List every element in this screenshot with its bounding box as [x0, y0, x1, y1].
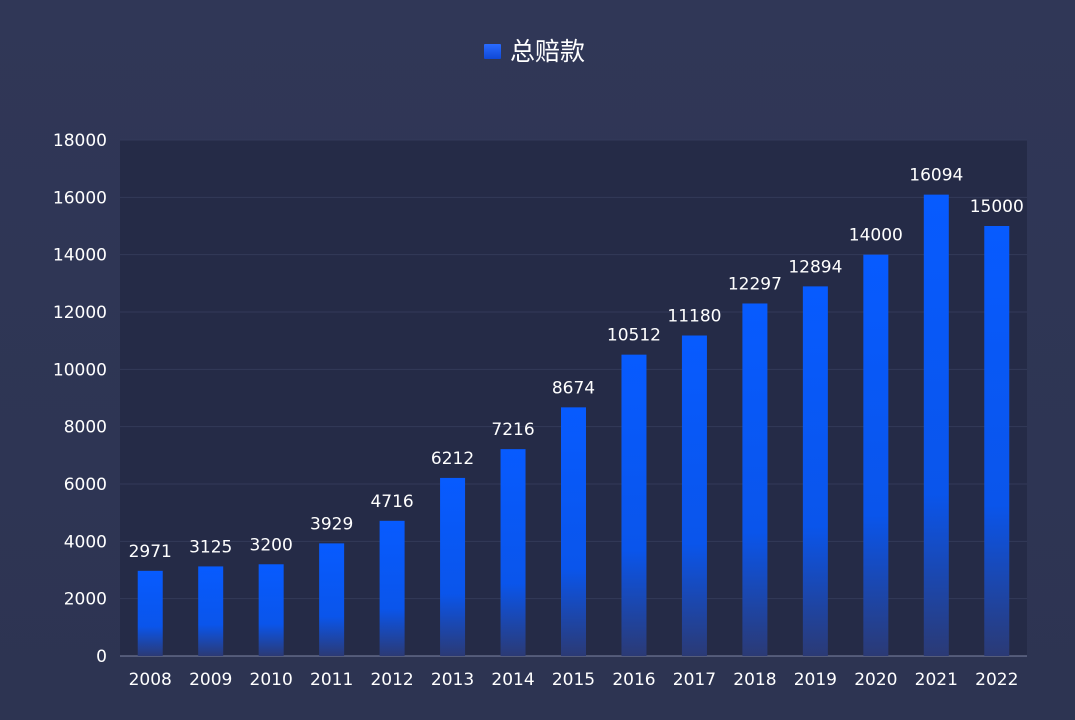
- y-tick-label: 18000: [53, 131, 107, 151]
- bar-value-label: 7216: [491, 420, 534, 440]
- bar[interactable]: [984, 226, 1010, 656]
- bar-value-label: 6212: [431, 449, 474, 469]
- bar[interactable]: [319, 543, 345, 656]
- x-tick-label: 2016: [612, 670, 655, 690]
- y-tick-label: 6000: [64, 475, 107, 495]
- bar-value-label: 2971: [129, 542, 172, 562]
- legend-label: 总赔款: [509, 36, 585, 66]
- x-tick-label: 2017: [673, 670, 716, 690]
- x-tick-label: 2021: [915, 670, 958, 690]
- y-tick-label: 4000: [64, 532, 107, 552]
- y-tick-label: 8000: [64, 418, 107, 438]
- y-tick-label: 16000: [53, 188, 107, 208]
- x-tick-label: 2010: [250, 670, 293, 690]
- bar[interactable]: [923, 194, 949, 656]
- bar-value-label: 14000: [849, 226, 903, 246]
- bar-value-label: 12894: [788, 257, 842, 277]
- bars: [137, 194, 1010, 656]
- bar-value-label: 4716: [370, 492, 413, 512]
- x-tick-label: 2011: [310, 670, 353, 690]
- x-tick-label: 2012: [370, 670, 413, 690]
- bar-value-label: 8674: [552, 378, 595, 398]
- bar[interactable]: [863, 254, 889, 656]
- bar[interactable]: [500, 449, 526, 656]
- bar[interactable]: [379, 520, 405, 656]
- legend-swatch: [483, 43, 501, 59]
- bar-value-label: 3125: [189, 537, 232, 557]
- bar-value-label: 3929: [310, 514, 353, 534]
- x-tick-label: 2020: [854, 670, 897, 690]
- y-tick-label: 14000: [53, 246, 107, 266]
- bar[interactable]: [742, 303, 768, 656]
- bar-value-label: 10512: [607, 326, 661, 346]
- bar[interactable]: [440, 477, 466, 656]
- bar[interactable]: [621, 354, 647, 656]
- x-tick-label: 2022: [975, 670, 1018, 690]
- y-tick-label: 2000: [64, 590, 107, 610]
- legend[interactable]: 总赔款: [0, 33, 1075, 69]
- x-tick-label: 2009: [189, 670, 232, 690]
- x-tick-label: 2008: [129, 670, 172, 690]
- labels: 2971 2008 3125 2009 3200 2010 3929 2011 4716 2012…: [129, 166, 1024, 690]
- x-tick-label: 2014: [491, 670, 534, 690]
- bar-value-label: 16094: [909, 166, 963, 186]
- bar[interactable]: [258, 564, 284, 656]
- bar[interactable]: [561, 407, 586, 656]
- bar[interactable]: [198, 566, 224, 656]
- x-tick-label: 2018: [733, 670, 776, 690]
- x-tick-label: 2013: [431, 670, 474, 690]
- y-tick-label: 10000: [53, 360, 107, 380]
- bar-value-label: 12297: [728, 274, 782, 294]
- x-tick-label: 2015: [552, 670, 595, 690]
- bar-value-label: 3200: [250, 535, 293, 555]
- x-tick-label: 2019: [794, 670, 837, 690]
- bar[interactable]: [681, 335, 707, 656]
- bar[interactable]: [802, 286, 828, 656]
- y-tick-label: 12000: [53, 303, 107, 323]
- bar-value-label: 11180: [667, 307, 721, 327]
- bar-value-label: 15000: [970, 197, 1024, 217]
- y-tick-label: 0: [96, 647, 107, 667]
- bar[interactable]: [137, 570, 163, 656]
